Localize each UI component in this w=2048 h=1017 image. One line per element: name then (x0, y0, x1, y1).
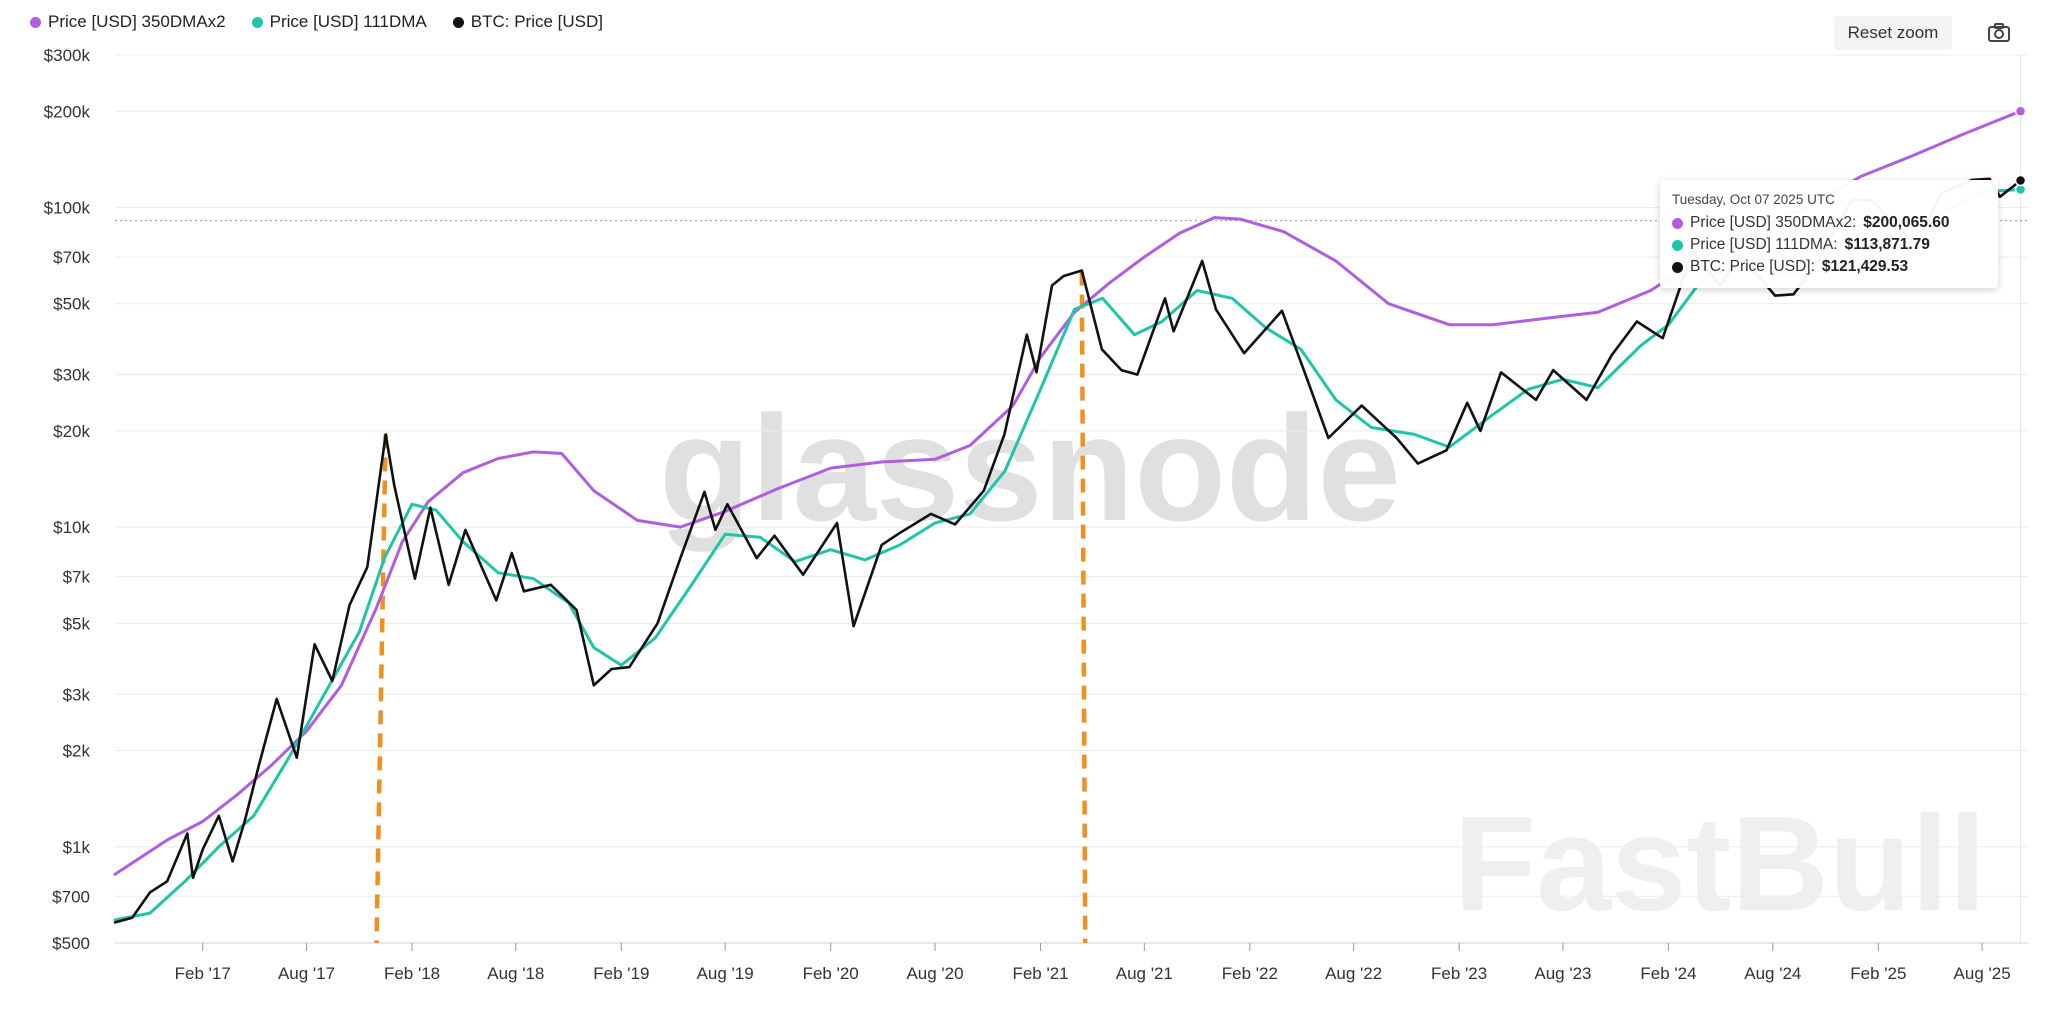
tooltip-dot-icon (1672, 239, 1683, 251)
x-tick-label: Feb '18 (384, 964, 440, 983)
y-tick-label: $10k (53, 518, 90, 537)
tooltip-row-btc-price: BTC: Price [USD]: $121,429.53 (1672, 258, 1908, 276)
series-line-111dma (113, 188, 2022, 922)
hover-markers (2014, 105, 2027, 196)
y-tick-label: $1k (63, 838, 91, 857)
x-tick-label: Aug '20 (906, 964, 963, 983)
y-tick-label: $20k (53, 422, 90, 441)
tooltip-label: Price [USD] 350DMAx2: (1690, 214, 1857, 231)
reset-zoom-button[interactable]: Reset zoom (1834, 16, 1952, 50)
tooltip-dot-icon (1672, 217, 1683, 229)
x-tick-label: Feb '24 (1640, 964, 1696, 983)
x-tick-label: Aug '23 (1534, 964, 1591, 983)
y-tick-label: $300k (44, 46, 91, 65)
x-tick-label: Aug '18 (487, 964, 544, 983)
x-tick-label: Feb '25 (1850, 964, 1906, 983)
tooltip-value: $200,065.60 (1863, 214, 1950, 231)
y-tick-label: $7k (63, 568, 91, 587)
legend-label: BTC: Price [USD] (470, 12, 604, 31)
y-tick-label: $3k (63, 685, 91, 704)
tooltip-row-111dma: Price [USD] 111DMA: $113,871.79 (1672, 236, 1930, 254)
hover-marker-btc-price (2014, 174, 2027, 187)
y-tick-label: $100k (44, 199, 91, 218)
x-tick-label: Feb '20 (803, 964, 859, 983)
x-axis: Feb '17 Aug '17 Feb '18 Aug '18 Feb '19 Aug '… (115, 942, 2028, 983)
legend-dot-icon (30, 16, 41, 28)
series-line-btc-price (113, 177, 2022, 924)
x-tick-label: Aug '22 (1325, 964, 1382, 983)
x-tick-label: Aug '24 (1744, 964, 1801, 983)
x-tick-label: Aug '19 (697, 964, 754, 983)
legend-dot-icon (251, 16, 263, 28)
x-tick-label: Feb '21 (1012, 964, 1068, 983)
y-axis: $500 $700 $1k $2k $3k $5k $7k $10k $20k $30k $50k $… (44, 46, 91, 953)
series-line-350dmax2 (113, 109, 2022, 876)
tooltip-value: $121,429.53 (1821, 258, 1909, 275)
x-tick-label: Feb '17 (175, 964, 231, 983)
legend-dot-icon (452, 16, 464, 28)
legend-item-350dmax2[interactable]: Price [USD] 350DMAx2 (30, 12, 226, 32)
legend-item-111dma[interactable]: Price [USD] 111DMA (251, 12, 427, 32)
x-tick-label: Feb '23 (1431, 964, 1487, 983)
tooltip-label: Price [USD] 111DMA: (1690, 236, 1838, 253)
y-tick-label: $2k (63, 742, 91, 761)
hover-tooltip: Tuesday, Oct 07 2025 UTC Price [USD] 350… (1660, 180, 1998, 288)
cycle-top-dashed-line (374, 434, 388, 944)
x-tick-label: Feb '19 (593, 964, 649, 983)
legend: Price [USD] 350DMAx2 Price [USD] 111DMA … (30, 12, 603, 32)
y-tick-label: $30k (53, 366, 90, 385)
x-tick-label: Aug '21 (1116, 964, 1173, 983)
y-tick-label: $200k (44, 102, 91, 121)
tooltip-label: BTC: Price [USD]: (1690, 258, 1815, 275)
fastbull-watermark: FastBull (1454, 788, 1987, 939)
x-tick-label: Feb '22 (1222, 964, 1278, 983)
cycle-top-dashed-line (1079, 271, 1088, 944)
x-tick-label: Aug '17 (278, 964, 335, 983)
legend-label: Price [USD] 111DMA (269, 12, 427, 31)
y-tick-label: $5k (63, 614, 91, 633)
tooltip-value: $113,871.79 (1844, 236, 1930, 253)
legend-item-btc-price[interactable]: BTC: Price [USD] (452, 12, 604, 32)
x-tick-label: Aug '25 (1954, 964, 2011, 983)
camera-icon[interactable] (1984, 18, 2014, 48)
y-tick-label: $50k (53, 295, 90, 314)
y-tick-label: $70k (53, 248, 90, 267)
y-tick-label: $700 (52, 887, 90, 906)
hover-marker-350dmax2 (2014, 105, 2027, 117)
annotations-layer (374, 271, 1088, 944)
tooltip-row-350dmax2: Price [USD] 350DMAx2: $200,065.60 (1672, 214, 1949, 232)
series-layer (113, 109, 2022, 924)
legend-label: Price [USD] 350DMAx2 (48, 12, 226, 31)
y-tick-label: $500 (52, 934, 90, 953)
tooltip-date: Tuesday, Oct 07 2025 UTC (1672, 192, 1835, 207)
watermark-layer: glassnode FastBull (659, 384, 1986, 939)
tooltip-dot-icon (1672, 261, 1683, 273)
